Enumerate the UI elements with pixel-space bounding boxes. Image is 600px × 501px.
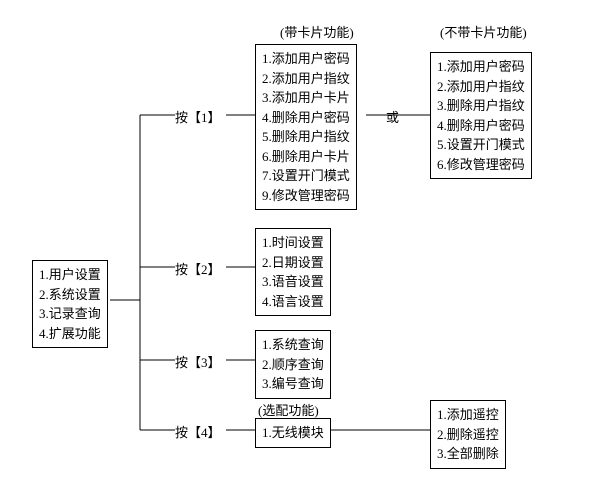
menu-item: 9.修改管理密码 — [262, 186, 350, 206]
menu-item: 3.编号查询 — [262, 374, 324, 394]
panel-1-with-card: 1.添加用户密码 2.添加用户指纹 3.添加用户卡片 4.删除用户密码 5.删除… — [255, 44, 357, 210]
menu-item: 1.添加用户密码 — [262, 49, 350, 69]
menu-item: 3.删除用户指纹 — [437, 96, 525, 116]
panel-4b: 1.添加遥控 2.删除遥控 3.全部删除 — [430, 400, 506, 469]
header-optional: (选配功能) — [258, 400, 319, 419]
menu-item: 1.无线模块 — [262, 423, 324, 443]
menu-item: 1.系统查询 — [262, 335, 324, 355]
menu-item: 3.语音设置 — [262, 272, 324, 292]
menu-item: 4.删除用户密码 — [262, 108, 350, 128]
menu-item: 3.全部删除 — [437, 444, 499, 464]
menu-item: 5.删除用户指纹 — [262, 127, 350, 147]
menu-item: 4.删除用户密码 — [437, 116, 525, 136]
branch-label-3: 按【3】 — [175, 352, 221, 371]
menu-item: 1.时间设置 — [262, 233, 324, 253]
menu-item: 2.日期设置 — [262, 253, 324, 273]
menu-item: 2.顺序查询 — [262, 355, 324, 375]
menu-item: 6.删除用户卡片 — [262, 147, 350, 167]
menu-item: 2.系统设置 — [39, 285, 101, 305]
panel-3: 1.系统查询 2.顺序查询 3.编号查询 — [255, 330, 331, 399]
menu-item: 3.添加用户卡片 — [262, 88, 350, 108]
header-without-card: (不带卡片功能) — [440, 22, 527, 41]
menu-item: 1.添加遥控 — [437, 405, 499, 425]
panel-2: 1.时间设置 2.日期设置 3.语音设置 4.语言设置 — [255, 228, 331, 316]
menu-item: 4.语言设置 — [262, 292, 324, 312]
menu-item: 3.记录查询 — [39, 304, 101, 324]
root-menu-box: 1.用户设置 2.系统设置 3.记录查询 4.扩展功能 — [32, 260, 108, 348]
header-with-card: (带卡片功能) — [280, 22, 354, 41]
menu-item: 6.修改管理密码 — [437, 155, 525, 175]
menu-item: 1.添加用户密码 — [437, 57, 525, 77]
menu-item: 7.设置开门模式 — [262, 166, 350, 186]
branch-label-4: 按【4】 — [175, 422, 221, 441]
menu-item: 5.设置开门模式 — [437, 135, 525, 155]
menu-item: 1.用户设置 — [39, 265, 101, 285]
menu-item: 2.添加用户指纹 — [437, 77, 525, 97]
branch-label-2: 按【2】 — [175, 259, 221, 278]
menu-item: 2.删除遥控 — [437, 425, 499, 445]
menu-item: 2.添加用户指纹 — [262, 69, 350, 89]
branch-label-1: 按【1】 — [175, 107, 221, 126]
panel-4a: 1.无线模块 — [255, 418, 331, 448]
menu-item: 4.扩展功能 — [39, 324, 101, 344]
separator-or: 或 — [386, 107, 399, 126]
panel-1-without-card: 1.添加用户密码 2.添加用户指纹 3.删除用户指纹 4.删除用户密码 5.设置… — [430, 52, 532, 179]
